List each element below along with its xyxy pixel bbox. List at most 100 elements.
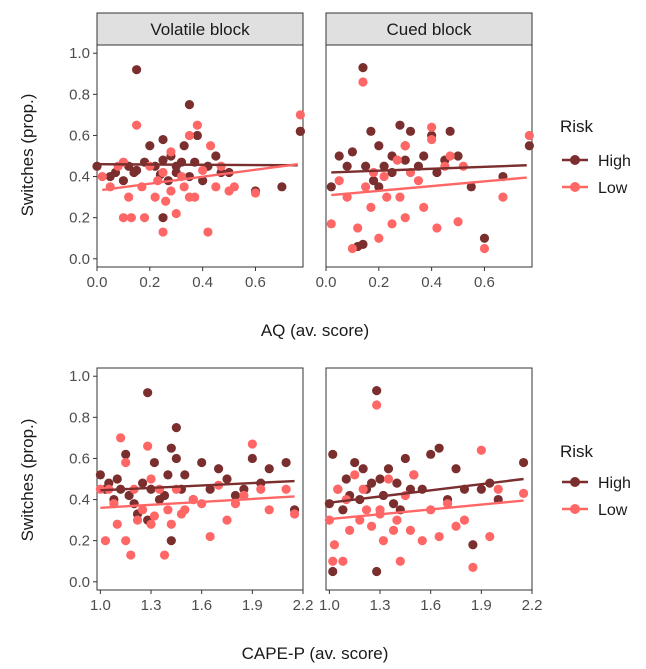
data-point-low [163, 505, 173, 515]
data-point-high [434, 443, 444, 453]
data-point-high [132, 65, 142, 75]
data-point-high [358, 239, 368, 249]
trend-line-high [100, 479, 295, 492]
data-point-high [366, 126, 376, 136]
trend-line-low [102, 163, 298, 192]
panel-frame [96, 44, 304, 268]
data-point-low [392, 515, 402, 525]
legend-top: Risk High Low [560, 117, 631, 197]
data-point-low [379, 171, 389, 182]
y-tick-label: 0.4 [69, 169, 90, 186]
data-point-high [205, 484, 215, 494]
data-point-high [372, 566, 382, 577]
panel-cape-volatile: 0.0 0.2 0.4 0.6 0.8 1.0 1.0 1.3 1.6 1.9 2.2 [69, 367, 314, 614]
data-point-low [229, 182, 239, 192]
data-point-low [250, 188, 261, 198]
data-point-low [468, 562, 478, 572]
legend-label-low-bottom: Low [598, 502, 628, 519]
data-point-high [158, 213, 168, 223]
data-point-high [374, 141, 384, 151]
data-point-low [366, 521, 377, 531]
data-point-low [247, 439, 257, 449]
x-tick-label: 1.3 [370, 597, 391, 614]
data-point-low [518, 488, 529, 498]
data-point-low [256, 484, 266, 494]
data-point-low [124, 192, 134, 202]
data-point-high [361, 161, 371, 171]
data-point-low [112, 519, 122, 529]
panel-aq-volatile: 0.0 0.2 0.4 0.6 0.8 1.0 0.0 0.2 0.4 0.6 [69, 44, 305, 291]
data-point-low [405, 525, 416, 535]
data-point-low [383, 474, 394, 484]
data-point-low [158, 227, 168, 237]
panel-frame [325, 44, 533, 268]
data-point-low [180, 505, 190, 515]
data-point-low [222, 515, 232, 525]
data-point-low [116, 433, 126, 443]
data-point-low [361, 505, 372, 515]
data-point-high [264, 464, 274, 474]
x-tick-label: 0.6 [474, 274, 495, 291]
data-point-low [368, 167, 379, 178]
data-point-high [466, 182, 476, 192]
data-point-low [146, 519, 156, 529]
data-point-high [379, 161, 389, 171]
data-point-high [383, 464, 394, 474]
data-point-low [143, 441, 153, 451]
data-point-low [345, 525, 355, 535]
data-point-low [427, 122, 437, 132]
data-point-high [432, 167, 442, 178]
data-point-low [154, 484, 165, 494]
facet-strip-cued: Cued block [325, 12, 533, 46]
data-point-low [121, 457, 131, 468]
x-tick-label: 0.4 [421, 274, 442, 291]
data-point-low [146, 474, 156, 484]
data-point-low [324, 515, 334, 525]
data-point-low [395, 556, 405, 566]
data-point-high [198, 176, 208, 186]
data-point-low [97, 171, 107, 182]
x-tick-label: 1.0 [319, 597, 340, 614]
y-tick-label: 1.0 [69, 45, 90, 62]
data-point-low [493, 484, 503, 494]
data-point-low [179, 182, 189, 192]
data-point-low [427, 134, 437, 145]
data-point-low [372, 400, 382, 410]
data-point-low [355, 515, 365, 525]
legend-label-low-top: Low [598, 180, 628, 197]
y-tick-label: 0.0 [69, 251, 90, 268]
legend-marker-high-bottom [570, 477, 580, 487]
data-point-high [366, 478, 377, 488]
data-point-low [392, 155, 402, 165]
data-point-low [353, 223, 363, 233]
data-point-low [524, 130, 534, 141]
data-point-low [239, 490, 249, 501]
x-tick-label: 2.2 [293, 597, 314, 614]
x-tick-label: 2.2 [522, 597, 543, 614]
data-point-low [350, 470, 360, 480]
data-point-low [184, 130, 195, 141]
data-point-high [388, 499, 399, 509]
legend-title-top: Risk [560, 117, 594, 136]
data-point-low [197, 499, 207, 509]
data-point-low [453, 217, 463, 227]
data-point-low [118, 213, 129, 223]
data-point-high [405, 126, 416, 136]
data-point-high [180, 470, 190, 480]
data-point-low [126, 550, 136, 560]
data-point-high [372, 386, 382, 396]
trend-line-high [96, 163, 298, 167]
data-point-high [247, 453, 257, 464]
x-tick-label: 1.0 [90, 597, 111, 614]
data-point-high [451, 464, 461, 474]
data-point-low [445, 151, 455, 161]
data-point-low [419, 202, 429, 212]
data-point-high [375, 474, 385, 484]
data-point-low [192, 120, 202, 130]
data-point-high [158, 134, 168, 145]
data-point-low [451, 521, 461, 531]
data-point-low [158, 167, 168, 178]
data-point-high [350, 457, 360, 468]
data-point-high [338, 505, 348, 515]
data-point-high [334, 151, 344, 161]
